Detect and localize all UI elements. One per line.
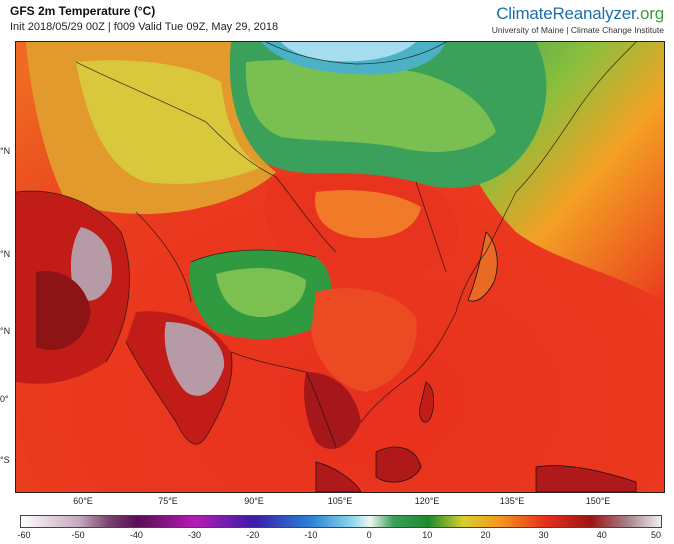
lat-label-5: °S	[0, 455, 10, 465]
brand-affiliation: University of Maine | Climate Change Ins…	[491, 25, 664, 35]
lon-label-135e: 135°E	[499, 496, 525, 506]
tibet-highlands-mild	[216, 268, 306, 318]
lon-label-90e: 90°E	[244, 496, 264, 506]
south-china-warm-region	[311, 288, 417, 392]
colorbar-tick-8: 20	[480, 530, 491, 540]
japan-islands	[467, 231, 498, 302]
lat-label-2: °N	[0, 249, 11, 259]
temperature-colorbar	[20, 515, 662, 528]
colorbar-tick-11: 50	[650, 530, 662, 540]
brand-name-part2: .org	[635, 4, 665, 23]
colorbar-tick-5: -10	[304, 530, 318, 540]
colorbar-tick-1: -50	[71, 530, 85, 540]
lon-label-60e: 60°E	[73, 496, 93, 506]
new-guinea-island	[535, 465, 637, 492]
map-subtitle: Init 2018/05/29 00Z | f009 Valid Tue 09Z…	[10, 21, 279, 33]
philippines-islands	[419, 381, 435, 423]
brand-name-part1: ClimateReanalyzer	[496, 4, 636, 23]
colorbar-tick-4: -20	[246, 530, 260, 540]
lat-label-4: 0°	[0, 394, 9, 404]
indochina-hot-region	[304, 372, 361, 450]
arctic-ice	[281, 42, 416, 62]
brand-logo[interactable]: ClimateReanalyzer.org University of Main…	[492, 4, 664, 35]
colorbar-tick-10: 40	[596, 530, 607, 540]
colorbar-tick-3: -30	[188, 530, 202, 540]
colorbar-svg	[21, 516, 661, 527]
coastlines	[16, 42, 637, 448]
kazakh-steppe-mild	[76, 60, 261, 184]
colorbar-tick-6: 0	[366, 530, 372, 540]
lon-label-150e: 150°E	[585, 496, 611, 506]
colorbar-tick-0: -60	[17, 530, 31, 540]
colorbar-tick-7: 10	[422, 530, 433, 540]
lat-label-1: °N	[0, 146, 11, 156]
sumatra-island	[315, 461, 362, 492]
north-india-extreme-heat	[164, 322, 225, 396]
colorbar-tick-9: 30	[538, 530, 549, 540]
temperature-map-svg	[16, 42, 664, 492]
lat-label-3: °N	[0, 326, 11, 336]
brand-name: ClimateReanalyzer.org	[492, 4, 664, 24]
siberia-mild-region	[245, 60, 496, 152]
map-title: GFS 2m Temperature (°C)	[10, 4, 156, 18]
colorbar-tick-2: -40	[129, 530, 143, 540]
lon-label-120e: 120°E	[414, 496, 440, 506]
gobi-warm	[315, 190, 421, 239]
arabian-core-heat	[36, 271, 91, 351]
lon-label-75e: 75°E	[158, 496, 178, 506]
borneo-island	[375, 446, 422, 483]
temperature-map[interactable]	[15, 41, 665, 493]
iran-extreme-heat	[70, 227, 112, 301]
lon-label-105e: 105°E	[327, 496, 353, 506]
